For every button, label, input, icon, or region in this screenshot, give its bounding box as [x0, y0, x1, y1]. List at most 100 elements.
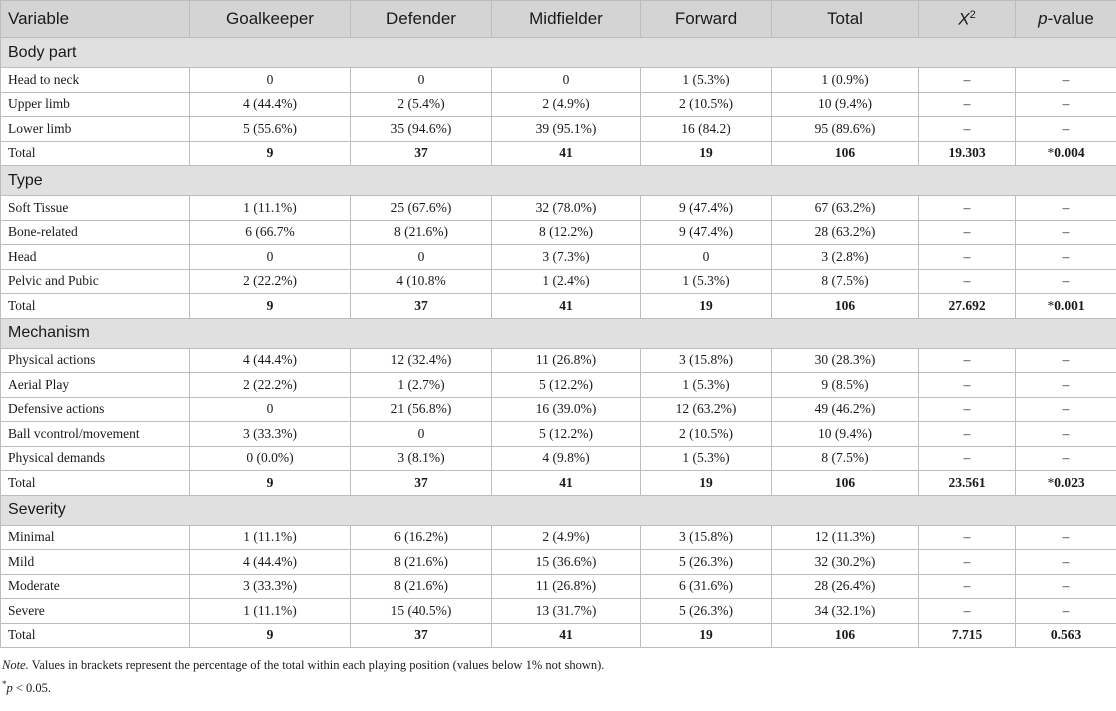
header-defender: Defender	[350, 0, 492, 38]
p-value-number: 0.001	[1054, 297, 1085, 313]
significance-marker: *	[1047, 145, 1055, 161]
header-total: Total	[771, 0, 919, 38]
cell-midfielder: 0	[491, 67, 641, 93]
cell-goalkeeper: 4 (44.4%)	[189, 91, 351, 117]
cell-forward: 19	[640, 293, 772, 319]
sig-text: < 0.05.	[12, 681, 52, 696]
table-row: Pelvic and Pubic 2 (22.2%) 4 (10.8% 1 (2.4%…	[0, 268, 1116, 294]
total-label: Total	[0, 470, 190, 496]
cell-goalkeeper: 1 (11.1%)	[189, 598, 351, 624]
cell-midfielder: 41	[491, 140, 641, 166]
header-row: Variable Goalkeeper Defender Midfielder …	[0, 0, 1116, 38]
table-note: Note. Values in brackets represent the p…	[0, 656, 1116, 675]
cell-defender: 0	[350, 421, 492, 447]
cell-total: 3 (2.8%)	[771, 244, 919, 270]
table-row: Severe 1 (11.1%) 15 (40.5%) 13 (31.7%) 5 (26…	[0, 598, 1116, 624]
cell-chi-square: –	[918, 421, 1016, 447]
cell-p-value: –	[1015, 91, 1116, 117]
chi-symbol: X	[958, 9, 970, 29]
cell-p-value: –	[1015, 219, 1116, 245]
table-row: Bone-related 6 (66.7% 8 (21.6%) 8 (12.2%) 9 …	[0, 219, 1116, 245]
cell-goalkeeper: 2 (22.2%)	[189, 372, 351, 398]
cell-p-value: –	[1015, 116, 1116, 142]
section-title: Severity	[0, 494, 1116, 526]
cell-total: 28 (26.4%)	[771, 573, 919, 599]
total-label: Total	[0, 140, 190, 166]
cell-forward: 2 (10.5%)	[640, 421, 772, 447]
section-header-row: Type	[0, 165, 1116, 196]
cell-defender: 35 (94.6%)	[350, 116, 492, 142]
cell-chi-square: –	[918, 573, 1016, 599]
cell-p-value: –	[1015, 524, 1116, 550]
cell-p-value: –	[1015, 268, 1116, 294]
cell-midfielder: 41	[491, 293, 641, 319]
table-row: Head 0 0 3 (7.3%) 0 3 (2.8%) – –	[0, 244, 1116, 270]
row-label: Defensive actions	[0, 396, 190, 422]
cell-p-value: –	[1015, 598, 1116, 624]
cell-p-value: –	[1015, 549, 1116, 575]
cell-forward: 0	[640, 244, 772, 270]
row-label: Upper limb	[0, 91, 190, 117]
cell-defender: 8 (21.6%)	[350, 219, 492, 245]
cell-p-value: *0.004	[1015, 140, 1116, 166]
table-row: Moderate 3 (33.3%) 8 (21.6%) 11 (26.8%) 6 (3…	[0, 573, 1116, 599]
cell-total: 32 (30.2%)	[771, 549, 919, 575]
cell-midfielder: 41	[491, 470, 641, 496]
cell-goalkeeper: 1 (11.1%)	[189, 195, 351, 221]
row-label: Physical actions	[0, 347, 190, 373]
cell-midfielder: 3 (7.3%)	[491, 244, 641, 270]
total-row: Total 9 37 41 19 106 23.561 *0.023	[0, 470, 1116, 496]
note-label: Note.	[2, 658, 29, 672]
cell-chi-square: –	[918, 67, 1016, 93]
cell-chi-square: –	[918, 244, 1016, 270]
cell-defender: 37	[350, 293, 492, 319]
cell-defender: 8 (21.6%)	[350, 549, 492, 575]
cell-goalkeeper: 4 (44.4%)	[189, 347, 351, 373]
cell-chi-square: –	[918, 445, 1016, 471]
cell-forward: 5 (26.3%)	[640, 598, 772, 624]
cell-total: 34 (32.1%)	[771, 598, 919, 624]
cell-goalkeeper: 9	[189, 140, 351, 166]
p-value-number: 0.563	[1050, 627, 1082, 643]
cell-goalkeeper: 5 (55.6%)	[189, 116, 351, 142]
chi-exponent: 2	[969, 8, 976, 21]
cell-chi-square: –	[918, 549, 1016, 575]
cell-p-value: –	[1015, 421, 1116, 447]
total-row: Total 9 37 41 19 106 27.692 *0.001	[0, 293, 1116, 319]
significance-marker: *	[1047, 474, 1055, 490]
table-row: Minimal 1 (11.1%) 6 (16.2%) 2 (4.9%) 3 (15.8…	[0, 524, 1116, 550]
cell-forward: 12 (63.2%)	[640, 396, 772, 422]
cell-total: 12 (11.3%)	[771, 524, 919, 550]
cell-forward: 1 (5.3%)	[640, 67, 772, 93]
cell-midfielder: 39 (95.1%)	[491, 116, 641, 142]
row-label: Minimal	[0, 524, 190, 550]
cell-midfielder: 41	[491, 622, 641, 648]
p-suffix: -value	[1047, 9, 1094, 28]
cell-total: 106	[771, 622, 919, 648]
cell-forward: 19	[640, 140, 772, 166]
injury-table: Variable Goalkeeper Defender Midfielder …	[0, 0, 1116, 648]
section-header-row: Body part	[0, 37, 1116, 68]
cell-chi-square: –	[918, 116, 1016, 142]
cell-p-value: *0.023	[1015, 470, 1116, 496]
cell-defender: 8 (21.6%)	[350, 573, 492, 599]
cell-p-value: –	[1015, 573, 1116, 599]
cell-defender: 12 (32.4%)	[350, 347, 492, 373]
p-letter: p	[1038, 9, 1048, 28]
row-label: Soft Tissue	[0, 195, 190, 221]
cell-midfielder: 11 (26.8%)	[491, 347, 641, 373]
cell-total: 106	[771, 140, 919, 166]
cell-goalkeeper: 1 (11.1%)	[189, 524, 351, 550]
cell-total: 1 (0.9%)	[771, 67, 919, 93]
cell-midfielder: 13 (31.7%)	[491, 598, 641, 624]
cell-chi-square: 27.692	[918, 293, 1016, 319]
note-text: Values in brackets represent the percent…	[28, 658, 605, 672]
cell-total: 30 (28.3%)	[771, 347, 919, 373]
cell-chi-square: –	[918, 347, 1016, 373]
cell-chi-square: –	[918, 396, 1016, 422]
row-label: Head to neck	[0, 67, 190, 93]
row-label: Severe	[0, 598, 190, 624]
significance-marker: *	[1047, 297, 1055, 313]
cell-total: 106	[771, 293, 919, 319]
cell-goalkeeper: 2 (22.2%)	[189, 268, 351, 294]
